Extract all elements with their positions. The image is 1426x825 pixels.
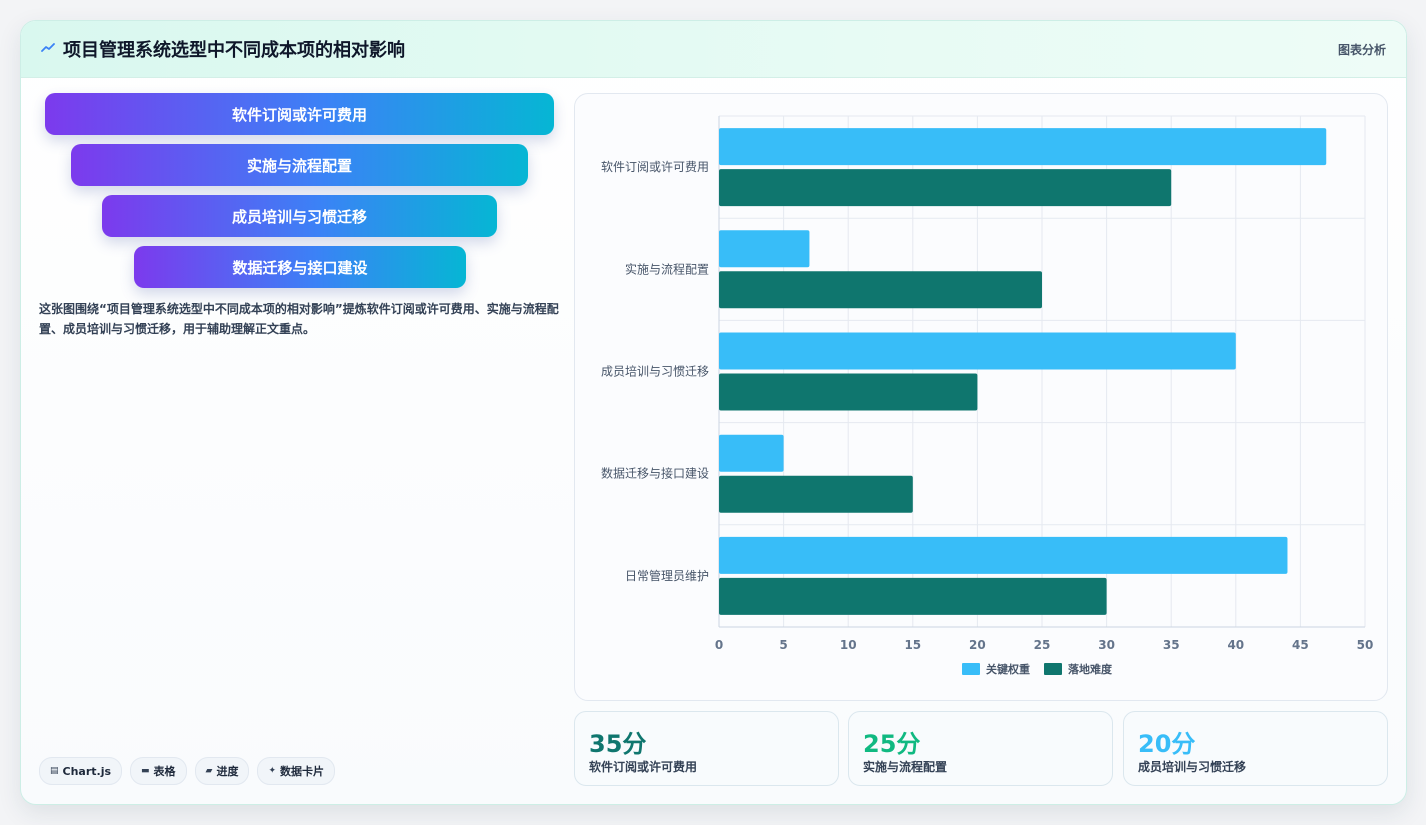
stat-label: 软件订阅或许可费用 (589, 760, 698, 774)
stat-label: 实施与流程配置 (863, 760, 948, 774)
chart-line-icon (41, 43, 55, 52)
bar (719, 577, 1107, 615)
stat-card-3: 20分 成员培训与习惯迁移 (1123, 711, 1388, 786)
chart-panel: 软件订阅或许可费用实施与流程配置成员培训与习惯迁移 数据迁移与接口建设日常管理员维… (574, 93, 1388, 701)
y-tick-label: 软件订阅或许可费用 (601, 160, 709, 174)
stat-value: 20分 (1138, 730, 1196, 758)
bar (719, 373, 978, 411)
feature-chips: ▤ Chart.js ▬ 表格 ▰ 进度 ✦ 数据卡片 (39, 757, 336, 785)
description-text: 这张图围绕“项目管理系统选型中不同成本项的相对影响”提炼软件订阅或许可费用、实施… (39, 302, 559, 336)
table-icon: ▬ (141, 766, 150, 776)
legend-swatch (1044, 663, 1062, 675)
chip-table[interactable]: ▬ 表格 (130, 757, 187, 785)
stat-value: 35分 (589, 730, 647, 758)
stat-card-1: 35分 软件订阅或许可费用 (574, 711, 839, 786)
x-tick-label: 5 (779, 638, 787, 652)
x-tick-label: 45 (1292, 638, 1309, 652)
x-tick-label: 50 (1357, 638, 1374, 652)
funnel-step-3: 成员培训与习惯迁移 (102, 195, 497, 237)
bar-chart: 软件订阅或许可费用实施与流程配置成员培训与习惯迁移数据迁移与接口建设日常管理员维… (601, 115, 1374, 676)
x-tick-label: 15 (904, 638, 921, 652)
x-tick-label: 25 (1034, 638, 1051, 652)
x-tick-label: 0 (715, 638, 723, 652)
legend-label: 落地难度 (1068, 662, 1113, 676)
y-tick-label: 实施与流程配置 (625, 261, 709, 276)
x-tick-label: 20 (969, 638, 986, 652)
chip-label: Chart.js (62, 764, 112, 778)
funnel-step-4: 数据迁移与接口建设 (134, 246, 466, 288)
progress-icon: ▰ (205, 766, 213, 776)
page-card: 项目管理系统选型中不同成本项的相对影响 图表分析 软件订阅或许可费用 实施与流程… (20, 20, 1407, 805)
y-tick-label: 成员培训与习惯迁移 (601, 364, 709, 379)
chip-label: 数据卡片 (280, 765, 325, 778)
x-tick-label: 40 (1227, 638, 1244, 652)
chip-data-card[interactable]: ✦ 数据卡片 (257, 757, 336, 785)
chip-label: 表格 (153, 765, 176, 778)
bar (719, 230, 810, 268)
y-tick-label: 数据迁移与接口建设 (601, 466, 709, 481)
chip-progress[interactable]: ▰ 进度 (194, 757, 250, 785)
chip-label: 进度 (216, 765, 239, 778)
stat-label: 成员培训与习惯迁移 (1138, 760, 1247, 774)
legend-label: 关键权重 (986, 662, 1030, 676)
x-tick-label: 10 (840, 638, 857, 652)
chip-chartjs[interactable]: ▤ Chart.js (39, 757, 123, 785)
bar (719, 434, 784, 472)
funnel-step-1: 软件订阅或许可费用 (45, 93, 554, 135)
bar (719, 475, 913, 513)
chart-icon: ▤ (50, 766, 59, 776)
header-bar: 项目管理系统选型中不同成本项的相对影响 图表分析 (21, 21, 1406, 78)
funnel-step-2: 实施与流程配置 (71, 144, 528, 186)
x-tick-label: 30 (1098, 638, 1115, 652)
bar (719, 169, 1172, 207)
y-tick-label: 日常管理员维护 (625, 568, 709, 583)
x-tick-label: 35 (1163, 638, 1180, 652)
legend-swatch (962, 663, 980, 675)
bar (719, 128, 1327, 166)
bar (719, 271, 1042, 309)
bar (719, 536, 1288, 574)
stat-value: 25分 (863, 730, 921, 758)
header-tag: 图表分析 (1337, 43, 1386, 57)
stat-card-2: 25分 实施与流程配置 (848, 711, 1113, 786)
sparkle-icon: ✦ (268, 766, 277, 776)
bar (719, 332, 1236, 370)
page-title: 项目管理系统选型中不同成本项的相对影响 (63, 40, 405, 61)
